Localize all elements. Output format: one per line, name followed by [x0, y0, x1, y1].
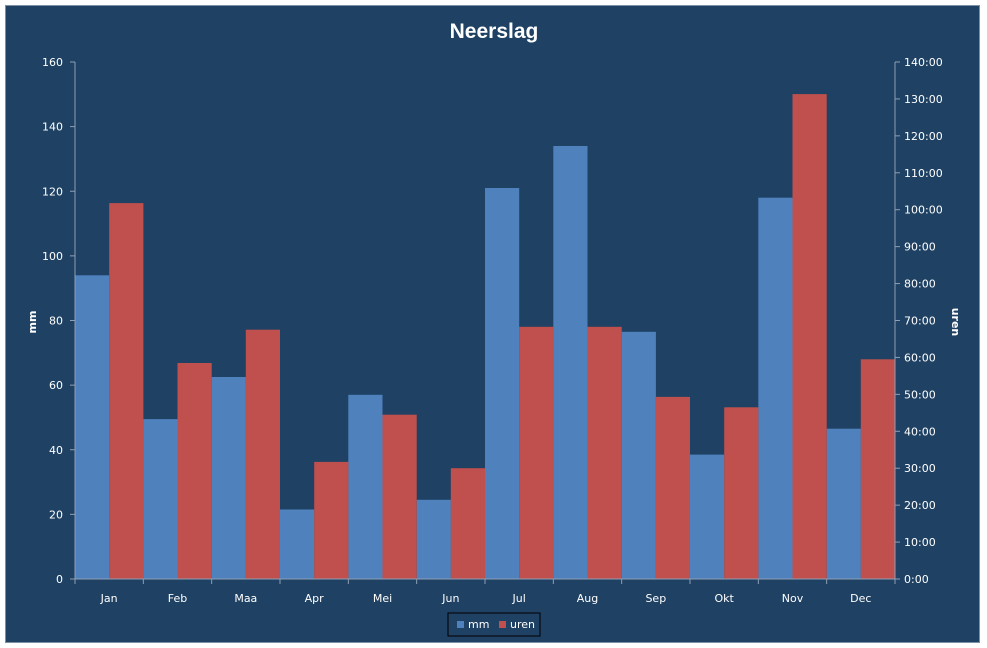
bar-uren-Jun	[450, 468, 485, 579]
chart-area: Neerslag 0 20 40 60 80 100 120 140 160 0:00 10:00 2…	[5, 5, 980, 643]
bar-uren-Maa	[245, 329, 280, 579]
bar-uren-Feb	[177, 363, 212, 579]
y-tick-label-right: 60:00	[904, 351, 936, 364]
bar-mm-Jul	[485, 188, 520, 579]
y-tick-label-left: 0	[56, 573, 63, 586]
y-tick-label-left: 40	[49, 444, 63, 457]
bar-mm-Jun	[416, 499, 451, 579]
y-tick-label-right: 80:00	[904, 278, 936, 291]
bar-uren-Nov	[792, 94, 827, 579]
bar-uren-Apr	[314, 461, 349, 579]
bar-mm-Dec	[826, 428, 861, 579]
y-tick-label-right: 100:00	[904, 204, 943, 217]
chart-svg: Neerslag 0 20 40 60 80 100 120 140 160 0:00 10:00 2…	[26, 20, 962, 637]
x-tick-label: Okt	[714, 592, 734, 605]
bar-mm-Sep	[621, 331, 656, 579]
bar-mm-Nov	[758, 197, 793, 579]
y-tick-label-right: 50:00	[904, 388, 936, 401]
legend: mm uren	[447, 612, 541, 637]
x-tick-label: Nov	[782, 592, 804, 605]
y-tick-label-right: 90:00	[904, 241, 936, 254]
legend-box	[447, 612, 541, 637]
y-tick-label-left: 160	[42, 56, 63, 69]
y-tick-label-left: 100	[42, 250, 63, 263]
x-tick-label: Jul	[512, 592, 526, 605]
y-tick-label-right: 30:00	[904, 462, 936, 475]
bar-mm-Aug	[553, 146, 588, 579]
x-tick-label: Sep	[645, 592, 666, 605]
bar-uren-Mei	[382, 414, 417, 579]
bar-mm-Okt	[690, 454, 725, 579]
x-tick-label: Aug	[577, 592, 598, 605]
x-tick-label: Maa	[234, 592, 257, 605]
bar-mm-Apr	[280, 509, 315, 579]
bar-uren-Jul	[519, 326, 554, 579]
x-tick-label: Jan	[100, 592, 118, 605]
bar-uren-Okt	[724, 407, 759, 579]
y-tick-label-left: 60	[49, 379, 63, 392]
y-tick-label-right: 140:00	[904, 56, 943, 69]
y-tick-label-right: 20:00	[904, 499, 936, 512]
bar-mm-Maa	[211, 377, 246, 579]
y-tick-label-right: 40:00	[904, 425, 936, 438]
bar-mm-Mei	[348, 394, 383, 579]
bar-mm-Feb	[143, 419, 178, 579]
y-tick-label-left: 80	[49, 315, 63, 328]
chart-title: Neerslag	[450, 20, 539, 43]
x-tick-label: Dec	[850, 592, 871, 605]
bar-uren-Jan	[109, 203, 144, 579]
x-tick-label: Feb	[168, 592, 187, 605]
bar-uren-Aug	[587, 326, 622, 579]
y-tick-label-right: 120:00	[904, 130, 943, 143]
x-tick-label: Mei	[373, 592, 392, 605]
y-tick-label-right: 130:00	[904, 93, 943, 106]
y-tick-label-right: 10:00	[904, 536, 936, 549]
legend-label-mm: mm	[468, 618, 489, 631]
legend-swatch-uren	[499, 621, 506, 628]
bar-mm-Jan	[75, 275, 110, 579]
bars-group	[75, 94, 895, 579]
y-axis-title-left: mm	[26, 311, 39, 334]
y-tick-label-left: 140	[42, 121, 63, 134]
legend-swatch-mm	[457, 621, 464, 628]
bar-uren-Sep	[655, 396, 690, 579]
y-tick-label-left: 20	[49, 508, 63, 521]
y-tick-label-right: 70:00	[904, 315, 936, 328]
legend-label-uren: uren	[510, 618, 535, 631]
bar-uren-Dec	[860, 359, 895, 579]
y-tick-label-left: 120	[42, 185, 63, 198]
y-tick-label-right: 110:00	[904, 167, 943, 180]
y-axis-title-right: uren	[949, 308, 962, 337]
x-tick-label: Jun	[441, 592, 459, 605]
x-tick-label: Apr	[305, 592, 325, 605]
y-tick-label-right: 0:00	[904, 573, 929, 586]
axes-group: 0 20 40 60 80 100 120 140 160 0:00 10:00 20:00 30:00…	[42, 56, 943, 605]
